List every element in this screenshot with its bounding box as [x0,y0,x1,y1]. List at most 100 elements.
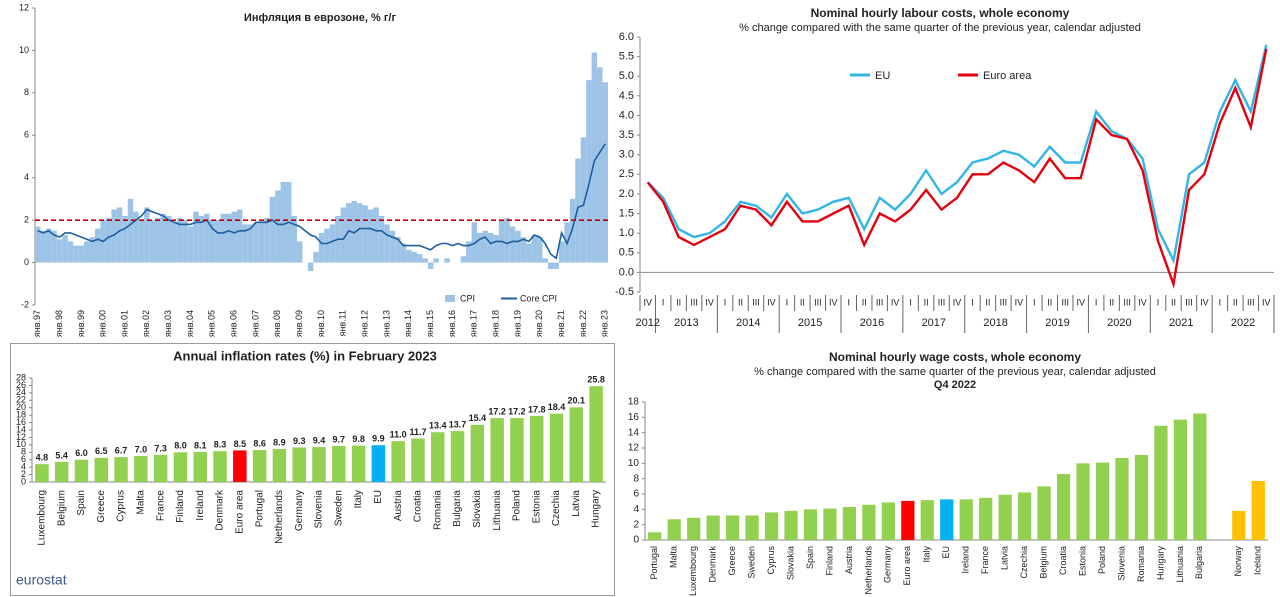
x-tick-label: IV [891,297,900,307]
x-tick-label: III [752,297,760,307]
bar [384,224,390,263]
bar [362,205,368,263]
bar [89,237,96,263]
bar [62,234,68,263]
x-tick-label: янв.21 [556,310,566,337]
x-tick-label: янв.09 [294,310,304,337]
bar [417,254,423,263]
bar [280,181,287,263]
x-tick-label: Romania [432,490,443,530]
value-label: 17.2 [488,406,506,416]
bar [114,457,128,482]
bar [105,218,112,263]
y-tick-label: 12 [16,432,26,442]
x-tick-label: Cyprus [766,546,776,575]
y-tick-label: 24 [16,387,26,397]
year-label: 2019 [1045,317,1069,329]
x-tick-label: янв.08 [272,310,282,337]
x-tick-label: III [1000,297,1008,307]
x-tick-label: Austria [393,490,404,522]
y-tick-label: 0.0 [619,266,634,278]
bar [450,431,465,482]
bar [1232,510,1246,540]
bar [51,230,57,263]
x-tick-label: янв.15 [425,310,435,337]
x-tick-label: Luxembourg [37,490,48,546]
bar [1193,413,1207,540]
data-line [646,48,1268,289]
bar [920,500,934,540]
bar [133,211,139,263]
x-tick-label: Croatia [413,490,424,523]
y-tick-label: 2.0 [619,188,634,200]
x-tick-label: Slovenia [314,490,325,529]
year-label: 2017 [922,317,946,329]
bar [155,218,161,263]
bar [182,220,188,263]
x-tick-label: Iceland [1253,546,1263,575]
bar [444,258,450,263]
x-tick-label: янв.00 [98,310,108,337]
x-tick-label: Finland [175,490,186,523]
value-label: 9.3 [293,436,306,446]
x-tick-label: Lithuania [1175,546,1185,583]
x-tick-label: янв.11 [338,310,348,336]
bar [745,515,759,540]
x-tick-label: Slovenia [1116,546,1126,581]
x-tick-label: Greece [727,546,737,576]
value-label: 20.1 [568,396,586,406]
x-tick-label: I [1033,297,1036,307]
y-tick-label: 0 [21,476,26,486]
bar [504,218,510,263]
bar [198,215,205,263]
y-tick-label: 5.0 [619,70,634,82]
bar [411,251,417,263]
x-tick-label: янв.23 [600,310,610,337]
bar [591,52,598,263]
bar [602,82,608,263]
x-tick-label: Finland [824,546,834,576]
x-tick-label: Spain [76,490,87,516]
value-label: 13.7 [449,419,467,429]
bar [542,258,548,263]
x-tick-label: IV [1262,297,1271,307]
bar [94,457,109,482]
x-tick-label: янв.99 [76,310,86,337]
bar [193,451,207,482]
bar [706,515,720,540]
legend-label: EU [875,70,890,82]
x-tick-label: Malta [136,490,147,515]
y-tick-label: 12 [628,443,640,454]
x-tick-label: I [1095,297,1098,307]
x-tick-label: I [971,297,974,307]
chart-title: Annual inflation rates (%) in February 2… [173,348,437,363]
bar [979,497,993,540]
value-label: 17.2 [508,406,526,416]
year-label: 2021 [1169,317,1193,329]
x-tick-label: Euro area [234,490,245,534]
x-tick-label: I [786,297,789,307]
value-label: 4.8 [36,453,49,463]
y-tick-label: 6 [24,130,29,140]
bar [482,230,488,263]
x-tick-label: III [876,297,884,307]
x-tick-label: IV [1015,297,1024,307]
bar [134,456,148,482]
y-tick-label: 0.5 [619,247,634,259]
bar [231,211,237,263]
x-tick-label: Netherlands [274,490,285,544]
x-tick-label: Poland [512,490,523,521]
bar [40,230,46,263]
y-tick-label: 4 [24,172,29,182]
bar [340,207,347,263]
bar [54,461,69,482]
y-tick-label: 1.0 [619,227,634,239]
value-label: 15.4 [469,413,487,423]
bar [509,226,516,263]
x-tick-label: янв.01 [119,310,129,337]
legend-label: Core CPI [520,293,557,303]
value-label: 8.1 [194,440,207,450]
bar [427,262,434,269]
y-tick-label: 4 [633,504,639,515]
bar [356,203,363,263]
